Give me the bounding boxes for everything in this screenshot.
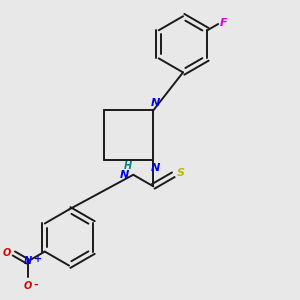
Text: N: N — [150, 98, 160, 108]
Text: -: - — [33, 280, 38, 290]
Text: O: O — [23, 281, 32, 291]
Text: N: N — [120, 170, 129, 180]
Text: N: N — [24, 256, 32, 266]
Text: F: F — [220, 18, 228, 28]
Text: H: H — [124, 161, 132, 171]
Text: S: S — [177, 168, 184, 178]
Text: +: + — [34, 254, 42, 264]
Text: O: O — [3, 248, 11, 258]
Text: N: N — [150, 163, 160, 172]
